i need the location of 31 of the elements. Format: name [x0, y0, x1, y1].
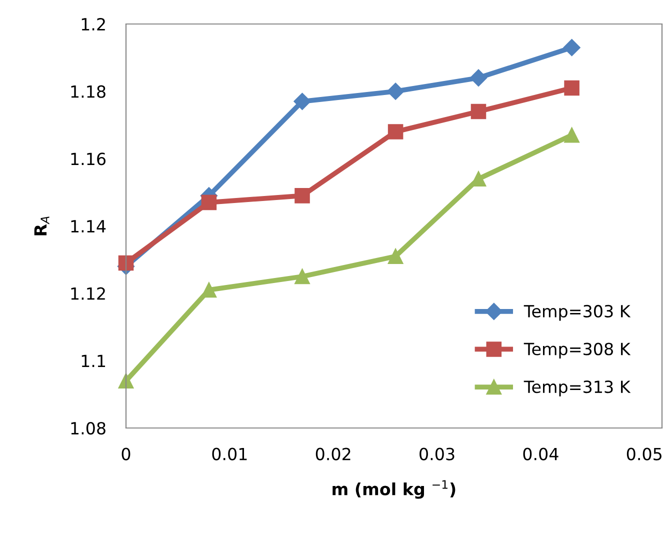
y-tick-label: 1.18 — [71, 85, 106, 98]
y-tick-label: 1.16 — [71, 152, 106, 166]
point — [470, 69, 488, 86]
x-tick-label: 0.05 — [626, 448, 662, 460]
legend-label: Temp=303 K — [524, 304, 631, 321]
y-axis-title: R$_{A}$ — [34, 216, 50, 236]
point — [388, 248, 404, 264]
point — [201, 194, 217, 210]
x-axis-title: m (mol kg $^{−1}$) — [332, 480, 456, 499]
point — [201, 282, 217, 298]
point — [294, 188, 310, 204]
point — [564, 127, 580, 143]
point — [564, 80, 580, 96]
y-tick-label: 1.12 — [71, 287, 105, 300]
y-tick-label: 1.1 — [82, 354, 106, 367]
y-tick-label: 1.2 — [82, 18, 105, 30]
point — [294, 268, 310, 284]
y-tick-label: 1.08 — [71, 422, 106, 435]
legend-label: Temp=313 K — [524, 380, 631, 396]
x-tick-label: 0.03 — [420, 448, 454, 460]
x-tick-label: 0.02 — [316, 448, 350, 460]
point — [470, 104, 486, 120]
point — [387, 82, 404, 100]
x-tick-label: 0.01 — [212, 448, 247, 460]
point — [294, 92, 311, 110]
point — [563, 39, 580, 56]
x-tick-label: 0.04 — [523, 448, 558, 460]
x-tick-label: 0 — [122, 448, 130, 460]
legend-label: Temp=308 K — [524, 342, 631, 359]
y-tick-label: 1.14 — [71, 220, 106, 232]
point — [388, 124, 404, 140]
